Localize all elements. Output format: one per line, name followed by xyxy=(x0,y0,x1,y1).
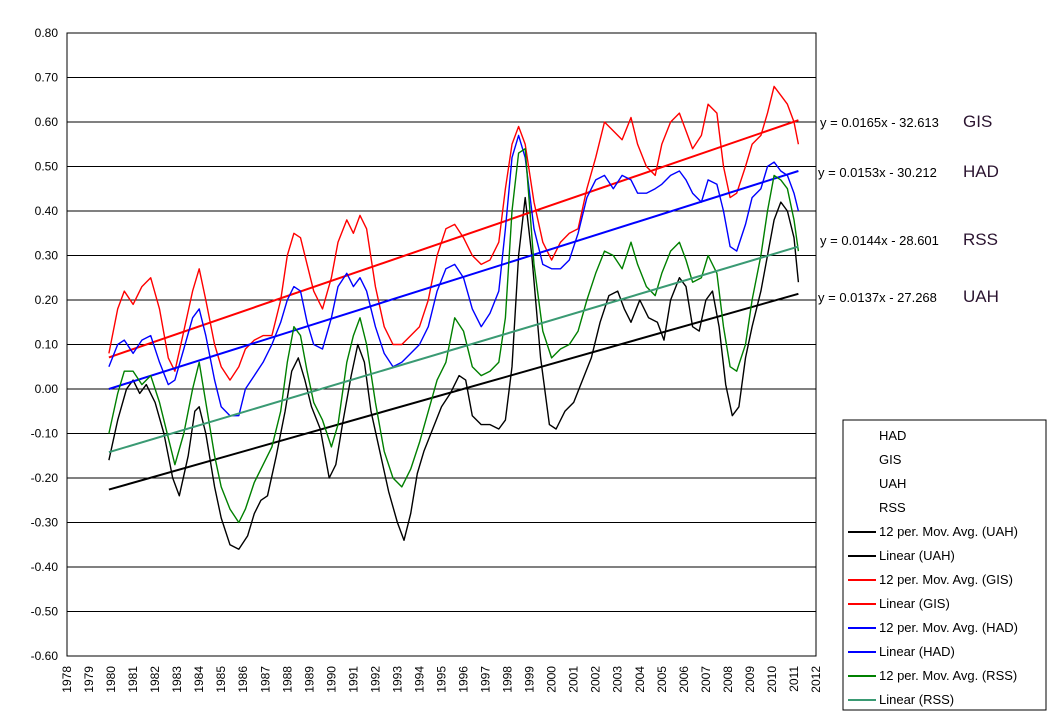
trendline-equation: y = 0.0144x - 28.601 xyxy=(820,233,939,248)
y-tick-label: -0.30 xyxy=(31,516,59,530)
x-tick-label: 1995 xyxy=(435,666,449,693)
x-tick-label: 2011 xyxy=(787,666,801,692)
y-tick-label: 0.20 xyxy=(35,293,59,307)
x-tick-label: 1994 xyxy=(412,666,426,693)
y-tick-label: 0.80 xyxy=(35,26,59,40)
series-line-linear-had xyxy=(108,170,799,390)
legend-label: HAD xyxy=(879,428,906,443)
x-tick-label: 2000 xyxy=(545,666,559,693)
x-tick-label: 2004 xyxy=(633,666,647,693)
x-tick-label: 1998 xyxy=(501,666,515,693)
x-tick-label: 1978 xyxy=(60,666,74,693)
series-line-linear-uah xyxy=(108,292,799,491)
legend-label: GIS xyxy=(879,452,902,467)
legend-label: 12 per. Mov. Avg. (RSS) xyxy=(879,668,1017,683)
legend-label: 12 per. Mov. Avg. (HAD) xyxy=(879,620,1018,635)
x-tick-label: 1984 xyxy=(192,666,206,693)
y-tick-label: -0.50 xyxy=(31,605,59,619)
series-line-linear-gis xyxy=(108,119,799,359)
x-axis: 1978 1979 1980 1981 1982 1983 1984 1985 1986 1987… xyxy=(60,666,823,693)
series-tag: GIS xyxy=(963,112,992,131)
x-tick-label: 1987 xyxy=(258,666,272,693)
x-tick-label: 1985 xyxy=(214,666,228,693)
y-axis: 0.80 0.70 0.60 0.50 0.40 0.30 0.20 0.10 0.00 -0.1… xyxy=(31,26,59,663)
x-tick-label: 2003 xyxy=(611,666,625,693)
trendline-equations: y = 0.0165x - 32.613 GIS y = 0.0153x - 30.… xyxy=(818,112,999,306)
x-tick-label: 2008 xyxy=(721,666,735,693)
series-line-12-per-mov-avg-gis xyxy=(108,85,800,381)
series-tag: HAD xyxy=(963,162,999,181)
y-tick-label: 0.00 xyxy=(35,382,59,396)
x-tick-label: 1993 xyxy=(390,666,404,693)
x-tick-label: 2010 xyxy=(765,666,779,693)
legend-label: Linear (UAH) xyxy=(879,548,955,563)
legend-label: UAH xyxy=(879,476,906,491)
series-tag: RSS xyxy=(963,230,998,249)
y-tick-label: 0.60 xyxy=(35,115,59,129)
y-tick-label: -0.20 xyxy=(31,471,59,485)
x-tick-label: 1999 xyxy=(523,666,537,693)
x-tick-label: 1996 xyxy=(457,666,471,693)
x-tick-label: 1988 xyxy=(280,666,294,693)
legend-label: Linear (GIS) xyxy=(879,596,950,611)
trendline-equation: y = 0.0137x - 27.268 xyxy=(818,290,937,305)
y-tick-label: 0.50 xyxy=(35,160,59,174)
legend: HAD GIS UAH RSS 12 per. Mov. Avg. (UAH) Linea… xyxy=(842,419,1047,711)
x-tick-label: 1981 xyxy=(126,666,140,693)
series-line-12-per-mov-avg-had xyxy=(108,134,800,417)
legend-label: 12 per. Mov. Avg. (UAH) xyxy=(879,524,1018,539)
y-tick-label: -0.10 xyxy=(31,427,59,441)
x-tick-label: 1980 xyxy=(104,666,118,693)
x-tick-label: 2002 xyxy=(589,666,603,693)
y-tick-label: 0.40 xyxy=(35,204,59,218)
y-tick-label: 0.10 xyxy=(35,338,59,352)
legend-box xyxy=(842,419,1047,711)
y-tick-label: -0.40 xyxy=(31,560,59,574)
series-tag: UAH xyxy=(963,287,999,306)
series-line-12-per-mov-avg-rss xyxy=(108,147,800,524)
x-tick-label: 1989 xyxy=(302,666,316,693)
x-tick-label: 2005 xyxy=(655,666,669,693)
x-tick-label: 2006 xyxy=(677,666,691,693)
y-tick-label: 0.30 xyxy=(35,249,59,263)
series-layer xyxy=(108,85,800,550)
x-tick-label: 2001 xyxy=(567,666,581,693)
series-line-12-per-mov-avg-uah xyxy=(108,196,800,550)
x-tick-label: 1997 xyxy=(479,666,493,693)
x-tick-label: 1983 xyxy=(170,666,184,693)
trendline-equation: y = 0.0153x - 30.212 xyxy=(818,165,937,180)
x-tick-label: 1979 xyxy=(82,666,96,693)
trendline-equation: y = 0.0165x - 32.613 xyxy=(820,115,939,130)
series-line-linear-rss xyxy=(108,245,799,454)
legend-label: Linear (HAD) xyxy=(879,644,955,659)
legend-label: Linear (RSS) xyxy=(879,692,954,707)
y-tick-label: 0.70 xyxy=(35,71,59,85)
x-tick-label: 2012 xyxy=(809,666,823,693)
legend-label: 12 per. Mov. Avg. (GIS) xyxy=(879,572,1013,587)
x-tick-label: 1986 xyxy=(236,666,250,693)
y-tick-label: -0.60 xyxy=(31,649,59,663)
legend-label: RSS xyxy=(879,500,906,515)
x-tick-label: 1982 xyxy=(148,666,162,693)
x-tick-label: 1991 xyxy=(346,666,360,693)
x-tick-label: 2007 xyxy=(699,666,713,693)
x-tick-label: 1990 xyxy=(324,666,338,693)
x-tick-label: 2009 xyxy=(743,666,757,693)
x-tick-label: 1992 xyxy=(368,666,382,693)
